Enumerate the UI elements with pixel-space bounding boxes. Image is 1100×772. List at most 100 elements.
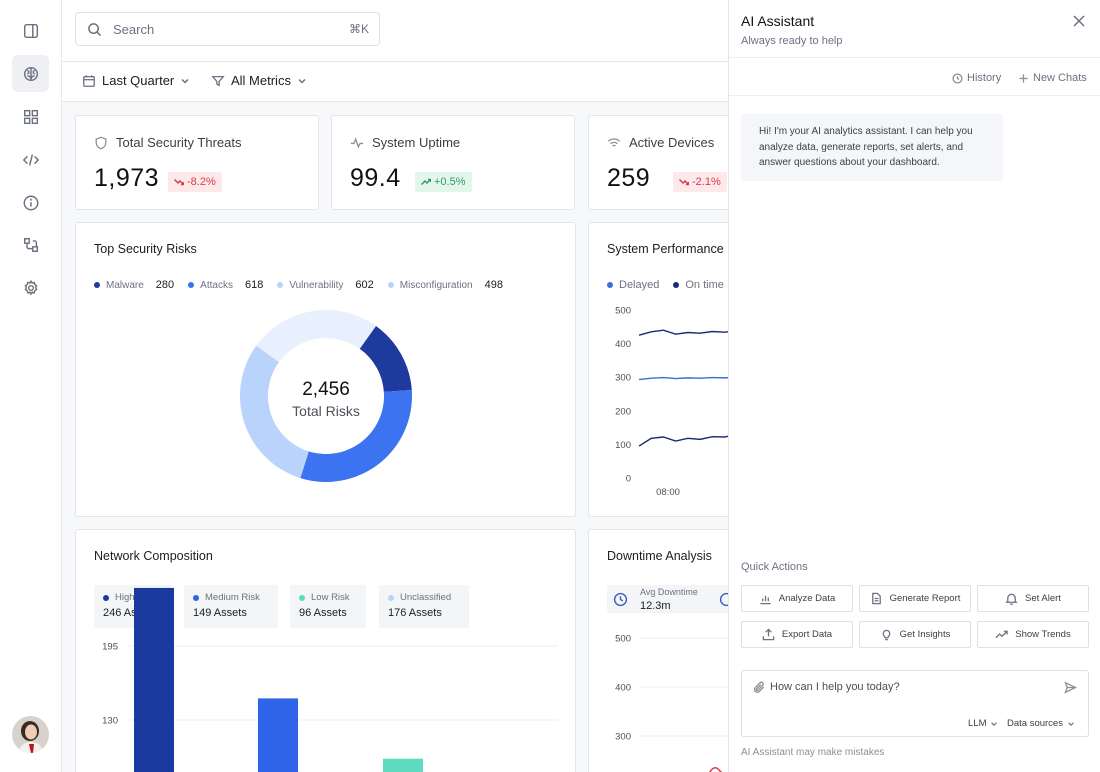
- nav-settings[interactable]: [12, 269, 49, 306]
- export-data-button[interactable]: Export Data: [741, 621, 853, 648]
- top-bar: Search ⌘K: [62, 0, 728, 62]
- user-avatar[interactable]: [12, 716, 49, 753]
- bar-medium-risk[interactable]: [258, 698, 298, 772]
- get-insights-button[interactable]: Get Insights: [859, 621, 971, 648]
- search-input[interactable]: Search ⌘K: [75, 12, 380, 46]
- history-icon: [952, 72, 963, 84]
- donut-slice-attacks[interactable]: [300, 389, 412, 482]
- chip-label: Medium Risk: [205, 592, 260, 603]
- performance-line-chart: 0 100 200 300 400 500 08:00: [615, 306, 747, 498]
- metrics-dropdown[interactable]: All Metrics: [211, 73, 307, 88]
- activity-icon: [350, 136, 364, 149]
- button-label: Export Data: [781, 629, 833, 640]
- send-button[interactable]: [1064, 681, 1078, 699]
- legend-item-delayed: Delayed: [607, 279, 659, 291]
- bell-icon: [1005, 593, 1018, 605]
- assistant-message: Hi! I'm your AI analytics assistant. I c…: [741, 114, 1003, 181]
- search-shortcut: ⌘K: [348, 22, 369, 36]
- analyze-data-button[interactable]: Analyze Data: [741, 585, 853, 612]
- workflow-icon: [23, 237, 38, 252]
- chip-medium-risk: Medium Risk 149 Assets: [184, 585, 278, 628]
- history-label: History: [967, 72, 1002, 84]
- disclaimer-text: AI Assistant may make mistakes: [741, 747, 885, 758]
- donut-total-value: 2,456: [302, 379, 350, 400]
- set-alert-button[interactable]: Set Alert: [977, 585, 1089, 612]
- downtime-card: Downtime Analysis Avg Downtime 12.3m 300…: [588, 529, 748, 772]
- y-tick-label: 195: [102, 642, 118, 653]
- nav-grid[interactable]: [12, 98, 49, 135]
- button-label: Analyze Data: [778, 593, 836, 604]
- chevron-down-icon: [181, 78, 189, 84]
- legend-label: Attacks: [200, 279, 233, 291]
- card-title: System Performance: [607, 242, 724, 256]
- nav-workflow[interactable]: [12, 226, 49, 263]
- nav-brain[interactable]: [12, 55, 49, 92]
- bar-low-risk[interactable]: [383, 758, 423, 772]
- x-tick-label: 08:00: [656, 487, 680, 498]
- period-label: Last Quarter: [102, 73, 175, 88]
- history-button[interactable]: History: [952, 72, 1001, 84]
- avatar-image: [12, 716, 49, 753]
- brain-icon: [23, 66, 38, 81]
- security-risks-card: Top Security Risks Malware 280 Attacks 618…: [75, 222, 576, 517]
- code-icon: [22, 153, 39, 166]
- chevron-down-icon: [1068, 721, 1074, 726]
- stat-value: 99.4: [350, 164, 401, 192]
- generate-report-button[interactable]: Generate Report: [859, 585, 971, 612]
- y-tick-label: 130: [102, 716, 118, 727]
- data-sources-selector[interactable]: Data sources: [1007, 718, 1075, 729]
- button-label: Get Insights: [899, 629, 951, 640]
- show-trends-button[interactable]: Show Trends: [977, 621, 1089, 648]
- toggle-sidebar-button[interactable]: [12, 12, 49, 49]
- ai-assistant-panel: AI Assistant Always ready to help Histor…: [728, 0, 1100, 772]
- panel-title: AI Assistant: [741, 13, 815, 29]
- y-tick-label: 100: [615, 440, 631, 451]
- performance-card: System Performance Delayed On time 0 100 2…: [588, 222, 748, 517]
- clock-icon: [613, 592, 628, 607]
- chip-label: Unclassified: [400, 592, 452, 603]
- info-icon: [23, 195, 38, 210]
- attach-button[interactable]: [753, 681, 765, 693]
- bar-chart-icon: [760, 595, 771, 605]
- legend-value: 280: [155, 279, 175, 291]
- bar-high-risk[interactable]: [134, 587, 174, 772]
- avg-downtime-label: Avg Downtime: [640, 587, 698, 597]
- nav-info[interactable]: [12, 184, 49, 221]
- legend-item-attacks: Attacks 618: [188, 279, 263, 291]
- button-label: Set Alert: [1025, 593, 1061, 604]
- y-tick-label: 200: [615, 406, 631, 417]
- document-icon: [871, 592, 881, 605]
- downtime-line-chart: 300 400 500: [615, 634, 747, 772]
- donut-slice-vulnerability[interactable]: [240, 345, 309, 479]
- stat-value: 1,973: [94, 164, 160, 192]
- avg-downtime-chip: Avg Downtime 12.3m: [607, 585, 719, 613]
- model-selector[interactable]: LLM: [968, 718, 998, 729]
- calendar-icon: [83, 74, 95, 87]
- stat-card-devices: Active Devices 259 -2.1%: [588, 115, 748, 210]
- risks-donut-chart: 2,456 Total Risks: [240, 310, 412, 482]
- trend-up-icon: [995, 630, 1008, 639]
- y-tick-label: 300: [615, 373, 631, 384]
- y-tick-label: 0: [626, 474, 631, 485]
- nav-code[interactable]: [12, 141, 49, 178]
- trend-up-icon: [421, 178, 431, 186]
- legend-label: Delayed: [619, 279, 660, 291]
- y-tick-label: 400: [615, 683, 631, 694]
- gear-icon: [23, 279, 38, 295]
- period-dropdown[interactable]: Last Quarter: [82, 73, 190, 88]
- donut-slice-misconfiguration[interactable]: [256, 310, 376, 363]
- donut-slice-malware[interactable]: [359, 326, 412, 392]
- y-tick-label: 300: [615, 732, 631, 743]
- chat-input[interactable]: How can I help you today?: [770, 681, 900, 693]
- close-icon: [1073, 15, 1085, 27]
- legend-label: On time: [685, 279, 724, 291]
- filter-icon: [211, 75, 225, 86]
- stat-title: Active Devices: [607, 135, 714, 150]
- stat-title-text: Active Devices: [629, 135, 715, 150]
- panel-actions: History New Chats: [729, 57, 1100, 96]
- legend-label: Malware: [106, 279, 144, 291]
- network-bar-chart: 130 195: [102, 587, 558, 772]
- close-panel-button[interactable]: [1072, 14, 1086, 28]
- new-chats-button[interactable]: New Chats: [1018, 72, 1087, 84]
- shield-icon: [95, 136, 107, 149]
